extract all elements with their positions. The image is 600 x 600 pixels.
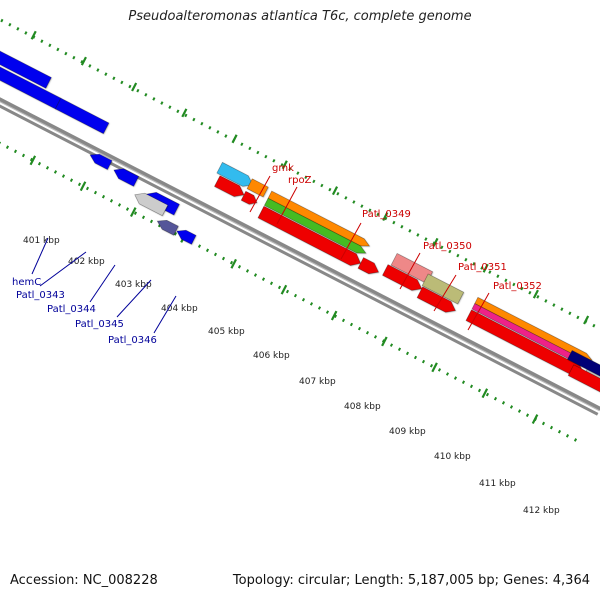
leader-line — [39, 251, 87, 287]
inner-major-tick — [79, 181, 87, 192]
kbp-label: 409 kbp — [389, 427, 426, 437]
kbp-label: 412 kbp — [523, 506, 560, 516]
gene-feature — [216, 161, 254, 187]
backbone-line-core — [0, 101, 600, 412]
outer-major-tick — [583, 315, 590, 325]
kbp-label: 403 kbp — [115, 280, 152, 290]
leader-line — [31, 237, 49, 275]
leader-line — [116, 279, 152, 318]
outer-major-tick — [331, 186, 339, 196]
gene-feature — [416, 286, 456, 313]
inner-major-tick — [29, 155, 37, 166]
leader-line — [89, 264, 116, 303]
outer-major-tick — [532, 289, 539, 299]
kbp-labels: 401 kbp 402 kbp 403 kbp 404 kbp 405 kbp 406 k… — [23, 236, 560, 516]
forward-gene-label: Patl_0350 — [423, 241, 472, 252]
kbp-label: 408 kbp — [344, 402, 381, 412]
gene-feature — [257, 205, 361, 266]
inner-major-tick — [330, 310, 338, 321]
forward-gene-label: Patl_0351 — [458, 262, 507, 273]
backbone — [0, 97, 600, 416]
kbp-label: 411 kbp — [479, 479, 516, 489]
gene-feature — [246, 178, 269, 198]
map-title: Pseudoalteromonas atlantica T6c, complet… — [128, 9, 472, 24]
kbp-label: 405 kbp — [208, 327, 245, 337]
gene-feature — [382, 264, 423, 291]
outer-major-tick — [432, 237, 439, 247]
gene-feature — [0, 50, 52, 89]
gene-feature — [567, 350, 600, 377]
genome-summary-text: Topology: circular; Length: 5,187,005 bp… — [232, 573, 590, 588]
outer-major-tick — [181, 108, 188, 118]
gene-feature — [421, 273, 465, 305]
reverse-gene-labels: hemC Patl_0343 Patl_0344 Patl_0345 Patl_0346 — [12, 237, 177, 346]
inner-major-tick — [431, 362, 438, 373]
gene-feature — [156, 219, 179, 236]
forward-gene-label: Patl_0349 — [362, 209, 411, 220]
inner-major-tick — [381, 336, 388, 347]
kbp-label: 407 kbp — [299, 377, 336, 387]
kbp-label: 404 kbp — [161, 304, 198, 314]
gene-feature — [567, 364, 600, 393]
inner-major-tick — [531, 414, 539, 425]
kbp-label: 410 kbp — [434, 452, 471, 462]
gene-feature — [113, 168, 140, 187]
gene-features — [0, 50, 600, 393]
outer-major-tick — [80, 56, 87, 66]
kbp-label: 402 kbp — [68, 257, 105, 267]
inner-major-tick — [481, 388, 489, 399]
leader-line — [433, 274, 457, 312]
reverse-gene-label: hemC — [12, 277, 41, 288]
gene-feature — [263, 197, 367, 254]
outer-major-tick — [30, 30, 37, 40]
gene-feature — [89, 153, 113, 170]
inner-major-tick — [280, 284, 288, 295]
reverse-gene-label: Patl_0345 — [75, 319, 124, 330]
gene-feature — [240, 190, 258, 205]
leader-line — [249, 175, 271, 213]
gene-feature — [54, 97, 110, 135]
tick-tracks — [0, 17, 600, 445]
leader-line — [276, 186, 298, 225]
outer-major-tick — [482, 263, 489, 273]
gene-feature — [214, 175, 245, 197]
backbone-line-lower — [0, 104, 599, 416]
leader-line — [340, 222, 362, 260]
leader-line — [153, 295, 177, 334]
reverse-gene-label: Patl_0344 — [47, 304, 96, 315]
forward-gene-label: Patl_0352 — [493, 281, 542, 292]
leader-line — [399, 252, 421, 290]
outer-major-tick — [131, 82, 138, 92]
outer-major-tick — [382, 211, 389, 221]
reverse-gene-label: Patl_0343 — [16, 290, 65, 301]
leader-line — [467, 292, 490, 331]
outer-major-tick — [231, 134, 238, 144]
accession-text: Accession: NC_008228 — [10, 573, 158, 588]
inner-major-tick — [230, 258, 237, 269]
reverse-gene-label: Patl_0346 — [108, 335, 157, 346]
backbone-line-upper — [0, 97, 600, 411]
forward-gene-label: gmk — [272, 163, 294, 174]
kbp-label: 406 kbp — [253, 351, 290, 361]
outer-major-tick — [281, 160, 288, 170]
kbp-label: 401 kbp — [23, 236, 60, 246]
gene-feature — [357, 257, 380, 275]
gene-feature — [134, 192, 169, 217]
forward-gene-label: rpoZ — [288, 175, 312, 186]
gene-feature — [176, 229, 197, 245]
inner-major-tick — [129, 207, 137, 217]
